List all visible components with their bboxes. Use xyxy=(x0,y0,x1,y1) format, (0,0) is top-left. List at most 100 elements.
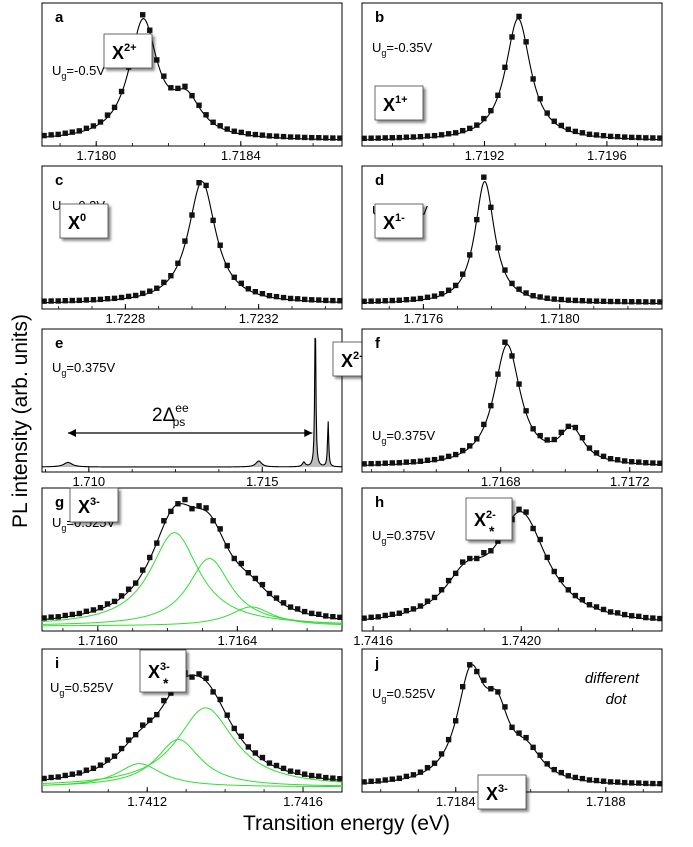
data-point xyxy=(76,770,83,776)
data-point xyxy=(375,778,381,784)
gate-voltage: Ug=0.375V xyxy=(372,428,436,446)
data-point xyxy=(417,295,424,302)
data-point xyxy=(55,131,61,138)
data-point xyxy=(83,297,90,303)
data-point xyxy=(614,298,621,305)
data-point xyxy=(438,751,445,757)
data-point xyxy=(600,778,607,784)
tick-label: 1.7176 xyxy=(403,311,443,326)
data-point xyxy=(301,296,308,303)
data-point xyxy=(294,296,301,302)
data-point xyxy=(530,76,536,82)
data-point xyxy=(579,297,586,304)
data-point xyxy=(104,601,111,607)
data-point xyxy=(424,457,431,463)
data-point xyxy=(551,568,557,575)
data-point xyxy=(76,128,83,134)
data-point xyxy=(403,459,410,465)
component-peak xyxy=(41,606,343,627)
data-point xyxy=(301,134,308,141)
panel-h: 1.7416 1.7420 h Ug=0.375V X2-* xyxy=(353,487,663,648)
data-point xyxy=(140,290,146,297)
data-point xyxy=(431,760,438,766)
data-point xyxy=(537,752,543,758)
data-point xyxy=(586,298,593,304)
data-point xyxy=(593,604,600,610)
data-point xyxy=(551,118,557,124)
data-point xyxy=(544,761,550,767)
data-point xyxy=(481,677,487,683)
data-point xyxy=(189,92,195,99)
data-point xyxy=(452,451,459,458)
data-point xyxy=(593,132,600,138)
data-point xyxy=(287,604,294,610)
data-point xyxy=(621,134,628,140)
data-point xyxy=(55,298,61,304)
data-point xyxy=(607,298,614,305)
data-point xyxy=(417,769,424,775)
data-point xyxy=(572,424,579,431)
data-point xyxy=(266,292,273,299)
tick-label: 1.7196 xyxy=(587,148,627,163)
data-point xyxy=(301,771,308,777)
data-point xyxy=(516,286,522,292)
data-point xyxy=(316,773,322,779)
data-point xyxy=(118,593,125,599)
data-point xyxy=(203,112,209,118)
data-point xyxy=(323,135,329,141)
data-point xyxy=(452,718,459,724)
data-point xyxy=(238,129,244,136)
data-point xyxy=(593,777,600,784)
data-point xyxy=(252,131,259,138)
gate-voltage: Ug=-0.5V xyxy=(52,63,105,81)
data-point xyxy=(266,133,273,139)
data-point xyxy=(607,456,614,462)
data-point xyxy=(368,460,374,467)
data-point xyxy=(280,133,287,140)
data-point xyxy=(41,298,47,304)
data-point xyxy=(460,683,466,690)
panel-note: different dot xyxy=(585,670,640,708)
arrow-head-left xyxy=(68,429,76,437)
data-point xyxy=(294,606,301,612)
state-label: X0 xyxy=(68,212,86,233)
data-point xyxy=(509,353,515,359)
data-point xyxy=(495,689,501,695)
panel-letter: h xyxy=(375,494,384,511)
data-point xyxy=(55,614,61,620)
data-point xyxy=(287,768,294,774)
data-point xyxy=(558,576,564,583)
data-point xyxy=(48,774,54,781)
data-point xyxy=(337,298,343,304)
data-point xyxy=(516,13,522,20)
panel-f: 1.7168 1.7172 f Ug=0.375V xyxy=(361,328,663,489)
data-point xyxy=(572,128,579,135)
data-point xyxy=(210,217,216,224)
data-point xyxy=(544,295,550,301)
data-point xyxy=(375,460,381,467)
data-point xyxy=(337,614,343,621)
data-point xyxy=(551,436,557,443)
data-point xyxy=(182,238,188,244)
state-label-box xyxy=(374,85,424,121)
panel-i: 1.7412 1.7416 i Ug=0.525V X3-* xyxy=(41,648,343,809)
tick-label: 1.7416 xyxy=(353,633,393,648)
data-point xyxy=(147,288,153,294)
data-point xyxy=(621,779,628,786)
tick-label: 1.7160 xyxy=(78,633,118,648)
data-point xyxy=(90,607,97,613)
data-point xyxy=(474,122,480,128)
data-point xyxy=(516,506,522,512)
data-point xyxy=(323,613,329,619)
data-point xyxy=(252,750,259,756)
data-point xyxy=(523,734,529,741)
data-point xyxy=(572,592,579,599)
data-point xyxy=(636,613,642,620)
data-point xyxy=(586,445,593,451)
data-point xyxy=(301,608,308,615)
data-point xyxy=(445,453,452,460)
data-point xyxy=(579,597,586,603)
data-point xyxy=(309,610,315,617)
data-point xyxy=(382,135,388,141)
